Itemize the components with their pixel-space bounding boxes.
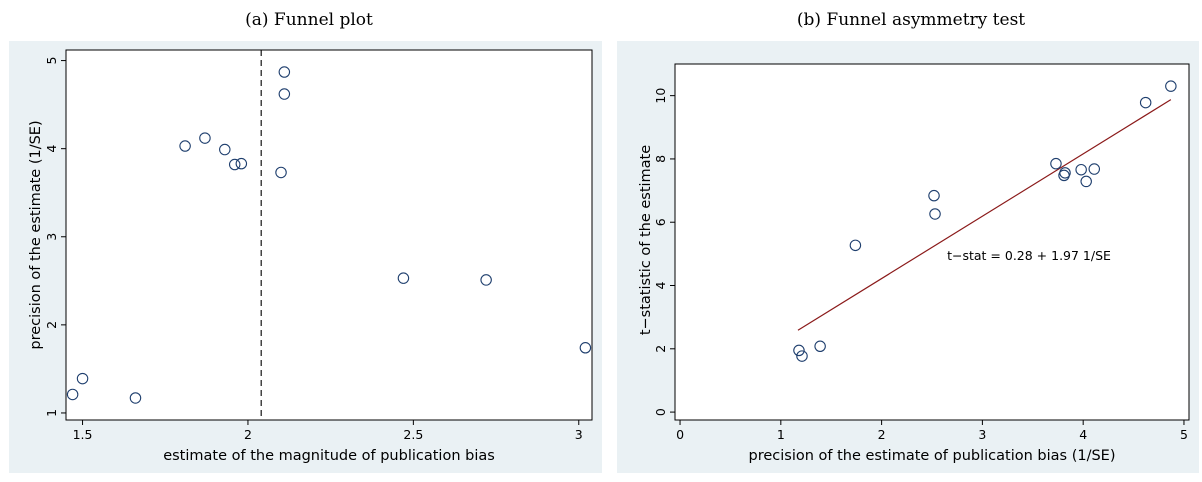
panel-b-y-axis-label: t−statistic of the estimate bbox=[638, 145, 654, 335]
panel-b-x-tick-label: 5 bbox=[1180, 427, 1188, 442]
panel-a-data-point bbox=[275, 166, 287, 179]
panel-a-y-axis-label: precision of the estimate (1/SE) bbox=[28, 120, 44, 349]
panel-b-fit-equation: t−stat = 0.28 + 1.97 1/SE bbox=[947, 248, 1111, 263]
panel-a-data-point bbox=[579, 342, 592, 354]
panel-a-data-point bbox=[397, 272, 410, 284]
panel-b-x-tick-label: 1 bbox=[777, 427, 785, 442]
panel-b-data-point bbox=[849, 239, 862, 252]
panel-b-y-tick-label: 6 bbox=[653, 218, 668, 226]
panel-b-x-tick-label: 2 bbox=[878, 427, 886, 442]
panel-b-data-point bbox=[1080, 175, 1092, 188]
panel-b-data-point bbox=[793, 344, 805, 357]
panel-a-x-tick-label: 2 bbox=[244, 427, 252, 442]
panel-a-y-tick-label: 2 bbox=[44, 321, 59, 329]
panel-b-marks: 0 1 2 3 4 5 0 2 4 6 8 10 t−stat = 0.28 + 1.97 1/SE bbox=[653, 80, 1188, 442]
panel-a-y-tick-label: 5 bbox=[44, 57, 59, 65]
panel-a-y-tick-label: 4 bbox=[44, 145, 59, 153]
panel-b-fit-line bbox=[797, 99, 1172, 331]
panel-a-data-point bbox=[228, 158, 241, 171]
panel-b-data-point bbox=[1139, 96, 1152, 109]
panel-a-x-tick-label: 3 bbox=[575, 427, 583, 442]
panel-a-data-point bbox=[480, 274, 492, 286]
panel-b-data-point bbox=[929, 208, 941, 220]
panel-a-x-tick-label: 2.5 bbox=[403, 427, 423, 442]
panel-b-data-point bbox=[1088, 163, 1101, 175]
panel-a-data-point bbox=[179, 140, 191, 152]
panel-b-data-point bbox=[814, 340, 826, 353]
panel-b-caption: (b) Funnel asymmetry test bbox=[797, 10, 1025, 30]
panel-b-x-tick-label: 3 bbox=[978, 427, 986, 442]
panel-a-data-point bbox=[235, 157, 248, 170]
panel-a-data-point bbox=[219, 143, 231, 156]
panel-b-plot-area bbox=[674, 63, 1190, 421]
panel-b-y-tick-label: 2 bbox=[653, 345, 668, 353]
panel-a-marks: 1.5 2 2.5 3 1 2 3 4 5 bbox=[44, 50, 592, 442]
panel-b-y-tick-label: 8 bbox=[653, 155, 668, 163]
panel-b-x-axis-label: precision of the estimate of publication… bbox=[749, 448, 1116, 464]
panel-b-data-point bbox=[1059, 167, 1071, 179]
panel-b-y-tick-label: 10 bbox=[653, 88, 668, 104]
panel-b-y-tick-label: 0 bbox=[653, 408, 668, 416]
panel-b-y-tick-label: 4 bbox=[653, 281, 668, 289]
panel-a-data-point bbox=[129, 392, 142, 404]
panel-a-y-tick-label: 1 bbox=[44, 409, 59, 417]
panel-a-data-point bbox=[66, 388, 79, 401]
panel-a-caption: (a) Funnel plot bbox=[245, 10, 373, 30]
panel-a-y-tick-label: 3 bbox=[44, 233, 59, 241]
panel-b-data-point bbox=[1075, 163, 1087, 176]
panel-b-data-point bbox=[1165, 80, 1177, 92]
panel-a-x-tick-label: 1.5 bbox=[73, 427, 93, 442]
panel-b-data-point bbox=[1050, 157, 1062, 170]
panel-a-funnel-plot: (a) Funnel plot estimate of the magnitud… bbox=[9, 10, 602, 473]
panel-a-x-axis-label: estimate of the magnitude of publication… bbox=[163, 448, 495, 464]
panel-a-data-point bbox=[76, 372, 89, 385]
panel-b-data-point bbox=[928, 189, 940, 202]
panel-a-data-point bbox=[199, 132, 211, 144]
panel-b-x-tick-label: 4 bbox=[1079, 427, 1087, 442]
panel-b-data-point bbox=[796, 350, 808, 362]
panel-b-x-tick-label: 0 bbox=[676, 427, 684, 442]
panel-a-data-point bbox=[278, 88, 291, 100]
panel-b-funnel-asymmetry-test: (b) Funnel asymmetry test precision of t… bbox=[617, 10, 1199, 473]
panel-a-data-point bbox=[278, 66, 291, 78]
panel-a-plot-area bbox=[65, 49, 593, 421]
